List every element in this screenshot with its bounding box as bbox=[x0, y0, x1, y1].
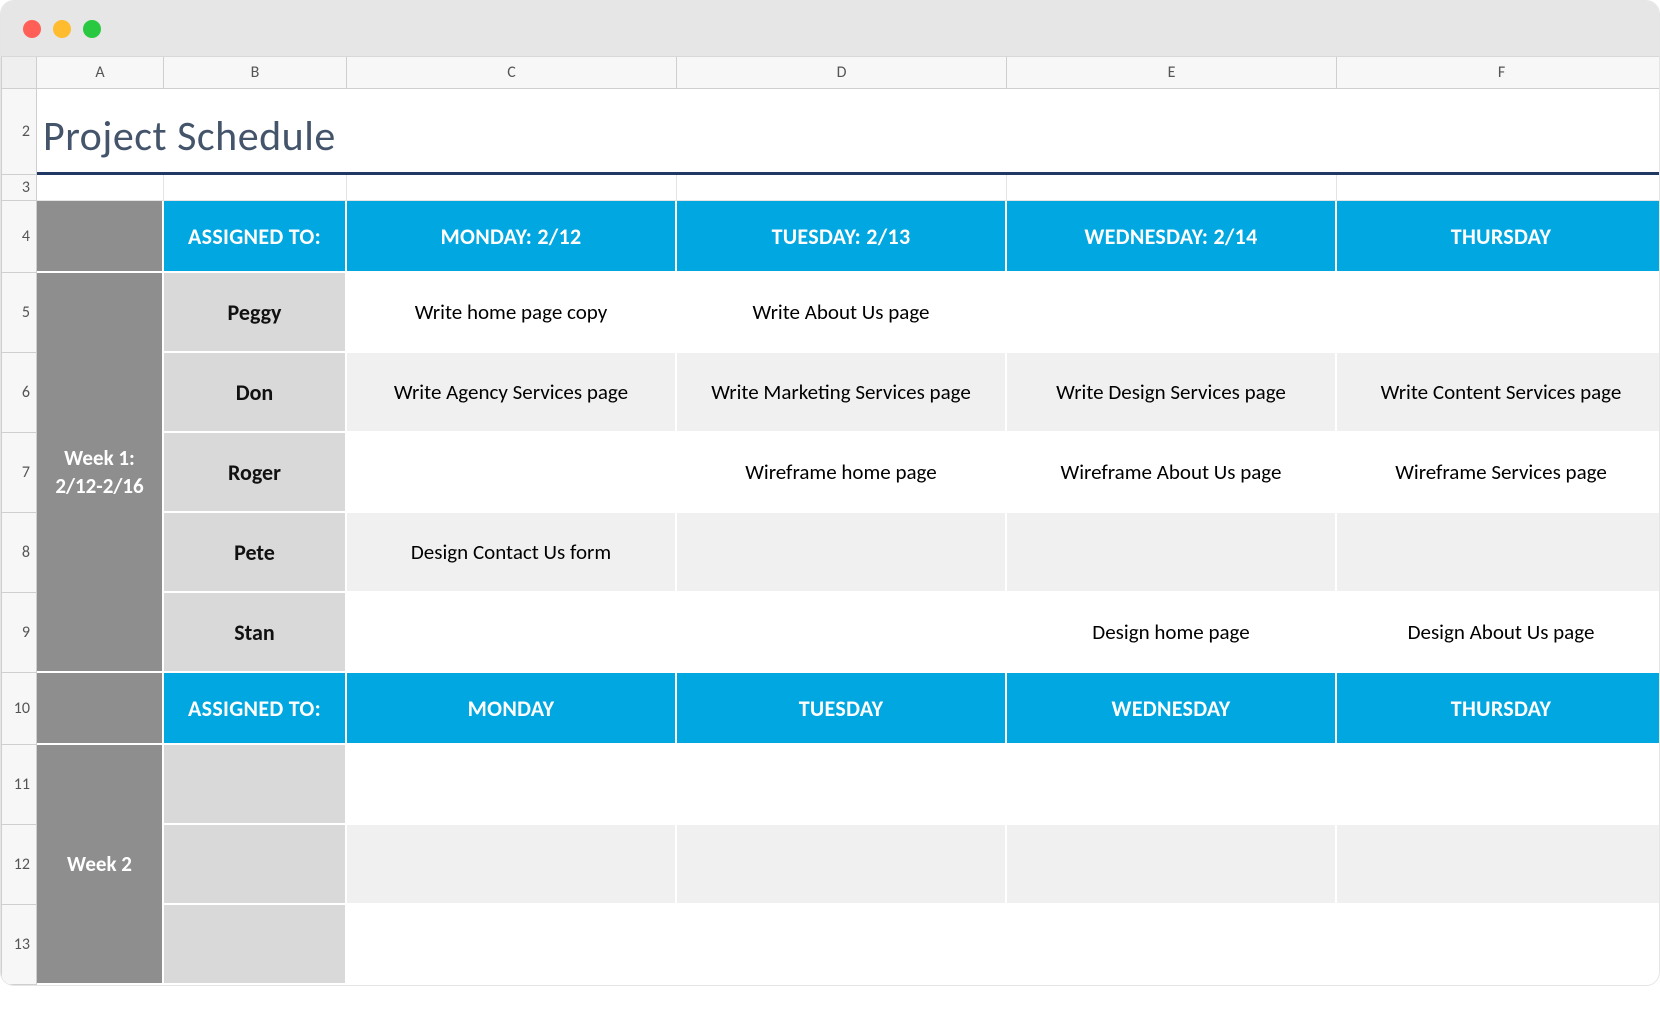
window-titlebar bbox=[1, 1, 1659, 57]
app-window: A B C D E F 2Project Schedule34 ASSIGNED … bbox=[0, 0, 1660, 986]
day-header[interactable]: WEDNESDAY: 2/14 bbox=[1007, 201, 1337, 273]
row-header[interactable]: 9 bbox=[1, 593, 37, 673]
close-icon[interactable] bbox=[23, 20, 41, 38]
zoom-icon[interactable] bbox=[83, 20, 101, 38]
task-cell[interactable] bbox=[1337, 513, 1660, 593]
task-cell[interactable]: Design About Us page bbox=[1337, 593, 1660, 673]
col-header-F[interactable]: F bbox=[1337, 57, 1660, 89]
task-cell[interactable] bbox=[1007, 273, 1337, 353]
task-cell[interactable]: Wireframe About Us page bbox=[1007, 433, 1337, 513]
row-header[interactable]: 2 bbox=[1, 89, 37, 175]
row-header[interactable]: 13 bbox=[1, 905, 37, 985]
assignee-cell[interactable]: Stan bbox=[164, 593, 347, 673]
task-cell[interactable] bbox=[347, 905, 677, 985]
day-header[interactable]: THURSDAY bbox=[1337, 201, 1660, 273]
row-header[interactable]: 5 bbox=[1, 273, 37, 353]
task-cell[interactable]: Wireframe home page bbox=[677, 433, 1007, 513]
task-cell[interactable] bbox=[1007, 825, 1337, 905]
task-cell[interactable] bbox=[347, 745, 677, 825]
task-cell[interactable]: Write About Us page bbox=[677, 273, 1007, 353]
task-cell[interactable] bbox=[1007, 905, 1337, 985]
task-cell[interactable] bbox=[677, 593, 1007, 673]
day-header[interactable]: MONDAY bbox=[347, 673, 677, 745]
task-cell[interactable]: Design Contact Us form bbox=[347, 513, 677, 593]
col-header-E[interactable]: E bbox=[1007, 57, 1337, 89]
assignee-cell[interactable] bbox=[164, 825, 347, 905]
empty-cell[interactable] bbox=[347, 175, 677, 201]
task-cell[interactable] bbox=[1007, 513, 1337, 593]
empty-cell[interactable] bbox=[164, 175, 347, 201]
task-cell[interactable] bbox=[677, 825, 1007, 905]
row-header[interactable]: 4 bbox=[1, 201, 37, 273]
empty-cell[interactable] bbox=[37, 175, 164, 201]
task-cell[interactable] bbox=[347, 433, 677, 513]
col-header-B[interactable]: B bbox=[164, 57, 347, 89]
assignee-cell[interactable]: Peggy bbox=[164, 273, 347, 353]
task-cell[interactable]: Write Design Services page bbox=[1007, 353, 1337, 433]
assignee-cell[interactable]: Pete bbox=[164, 513, 347, 593]
assignee-cell[interactable]: Don bbox=[164, 353, 347, 433]
assigned-to-header[interactable]: ASSIGNED TO: bbox=[164, 673, 347, 745]
minimize-icon[interactable] bbox=[53, 20, 71, 38]
assignee-cell[interactable]: Roger bbox=[164, 433, 347, 513]
task-cell[interactable]: Design home page bbox=[1007, 593, 1337, 673]
empty-cell[interactable] bbox=[677, 175, 1007, 201]
assigned-to-header[interactable]: ASSIGNED TO: bbox=[164, 201, 347, 273]
day-header[interactable]: WEDNESDAY bbox=[1007, 673, 1337, 745]
col-header-D[interactable]: D bbox=[677, 57, 1007, 89]
empty-cell[interactable] bbox=[1337, 175, 1660, 201]
task-cell[interactable] bbox=[1337, 273, 1660, 353]
task-cell[interactable] bbox=[677, 905, 1007, 985]
select-all-corner[interactable] bbox=[1, 57, 37, 89]
task-cell[interactable] bbox=[1337, 745, 1660, 825]
task-cell[interactable]: Write home page copy bbox=[347, 273, 677, 353]
task-cell[interactable] bbox=[677, 745, 1007, 825]
row-header[interactable]: 3 bbox=[1, 175, 37, 201]
spreadsheet-grid: A B C D E F 2Project Schedule34 ASSIGNED … bbox=[1, 57, 1659, 985]
task-cell[interactable]: Write Agency Services page bbox=[347, 353, 677, 433]
col-header-A[interactable]: A bbox=[37, 57, 164, 89]
week-header-blank[interactable] bbox=[37, 201, 164, 273]
task-cell[interactable]: Write Content Services page bbox=[1337, 353, 1660, 433]
task-cell[interactable]: Write Marketing Services page bbox=[677, 353, 1007, 433]
week-label[interactable]: Week 2 bbox=[37, 745, 164, 985]
empty-cell[interactable] bbox=[1007, 175, 1337, 201]
row-header[interactable]: 12 bbox=[1, 825, 37, 905]
task-cell[interactable] bbox=[347, 593, 677, 673]
week-header-blank[interactable] bbox=[37, 673, 164, 745]
page-title: Project Schedule bbox=[43, 111, 336, 162]
day-header[interactable]: THURSDAY bbox=[1337, 673, 1660, 745]
row-header[interactable]: 6 bbox=[1, 353, 37, 433]
day-header[interactable]: TUESDAY bbox=[677, 673, 1007, 745]
col-header-C[interactable]: C bbox=[347, 57, 677, 89]
row-header[interactable]: 11 bbox=[1, 745, 37, 825]
assignee-cell[interactable] bbox=[164, 745, 347, 825]
row-header[interactable]: 10 bbox=[1, 673, 37, 745]
row-header[interactable]: 7 bbox=[1, 433, 37, 513]
task-cell[interactable] bbox=[1007, 745, 1337, 825]
assignee-cell[interactable] bbox=[164, 905, 347, 985]
task-cell[interactable] bbox=[347, 825, 677, 905]
week-label[interactable]: Week 1: 2/12-2/16 bbox=[37, 273, 164, 673]
day-header[interactable]: MONDAY: 2/12 bbox=[347, 201, 677, 273]
task-cell[interactable] bbox=[1337, 905, 1660, 985]
day-header[interactable]: TUESDAY: 2/13 bbox=[677, 201, 1007, 273]
task-cell[interactable]: Wireframe Services page bbox=[1337, 433, 1660, 513]
row-header[interactable]: 8 bbox=[1, 513, 37, 593]
task-cell[interactable] bbox=[1337, 825, 1660, 905]
page-title-cell[interactable]: Project Schedule bbox=[37, 89, 1660, 175]
task-cell[interactable] bbox=[677, 513, 1007, 593]
